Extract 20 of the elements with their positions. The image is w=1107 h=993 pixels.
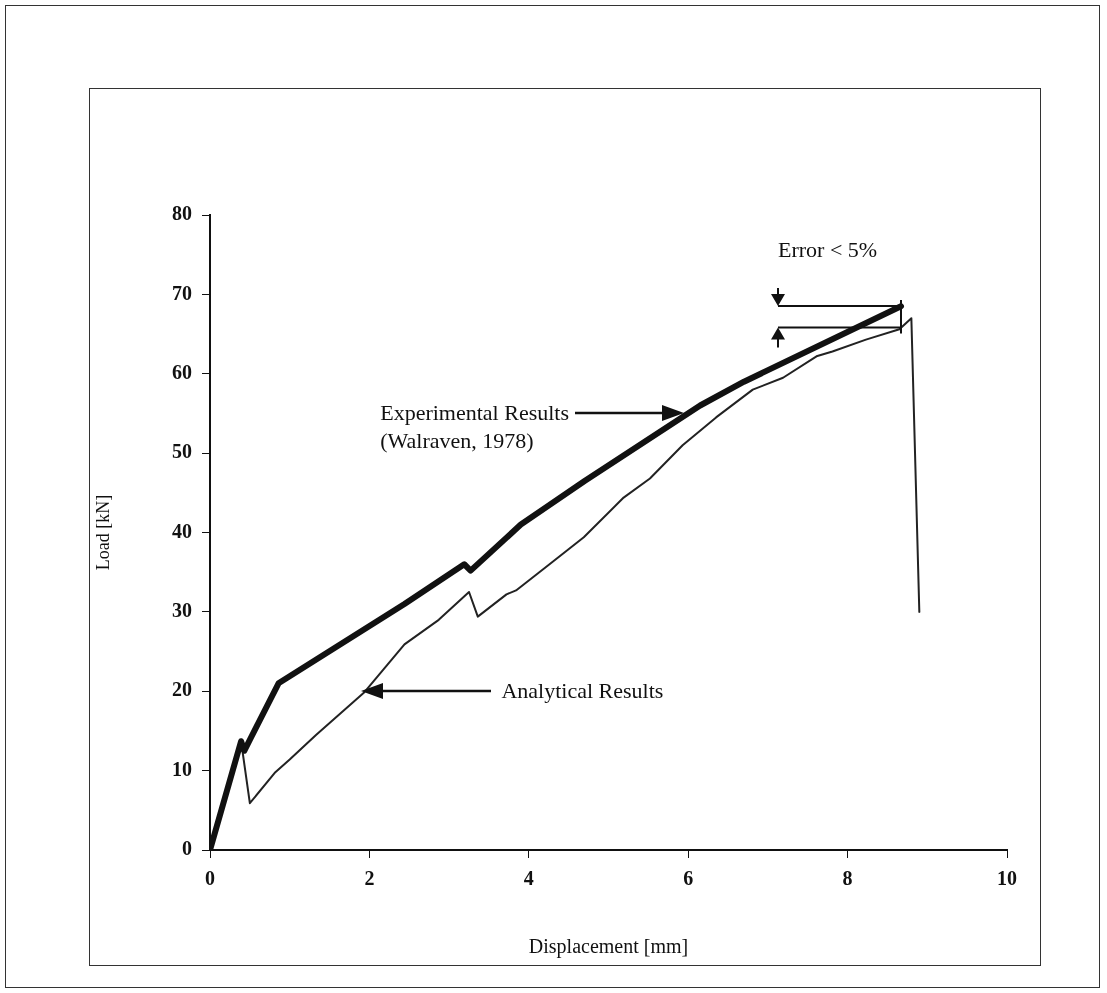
x-axis-title: Displacement [mm] (528, 935, 689, 959)
y-tick-label: 0 (182, 837, 192, 860)
y-tick-label: 30 (172, 599, 192, 622)
y-axis-title: Load [kN] (92, 494, 113, 571)
y-tick-label: 40 (172, 519, 192, 542)
y-tick-label: 10 (172, 757, 192, 780)
x-tick-label: 4 (523, 867, 534, 890)
annotation: Experimental Results (Walraven, 1978) (380, 399, 569, 456)
y-tick-label: 80 (172, 202, 192, 225)
x-tick-label: 2 (364, 867, 375, 890)
y-tick-label: 20 (172, 678, 192, 701)
x-tick-label: 8 (842, 867, 853, 890)
x-tick-label: 0 (205, 867, 215, 890)
x-tick-label: 10 (997, 867, 1017, 890)
y-tick-label: 50 (172, 440, 192, 463)
y-tick-label: 70 (172, 281, 192, 304)
annotation: Analytical Results (501, 677, 664, 706)
annotation: Error < 5% (777, 236, 878, 265)
y-tick-label: 60 (172, 360, 192, 383)
x-tick-label: 6 (683, 867, 694, 890)
